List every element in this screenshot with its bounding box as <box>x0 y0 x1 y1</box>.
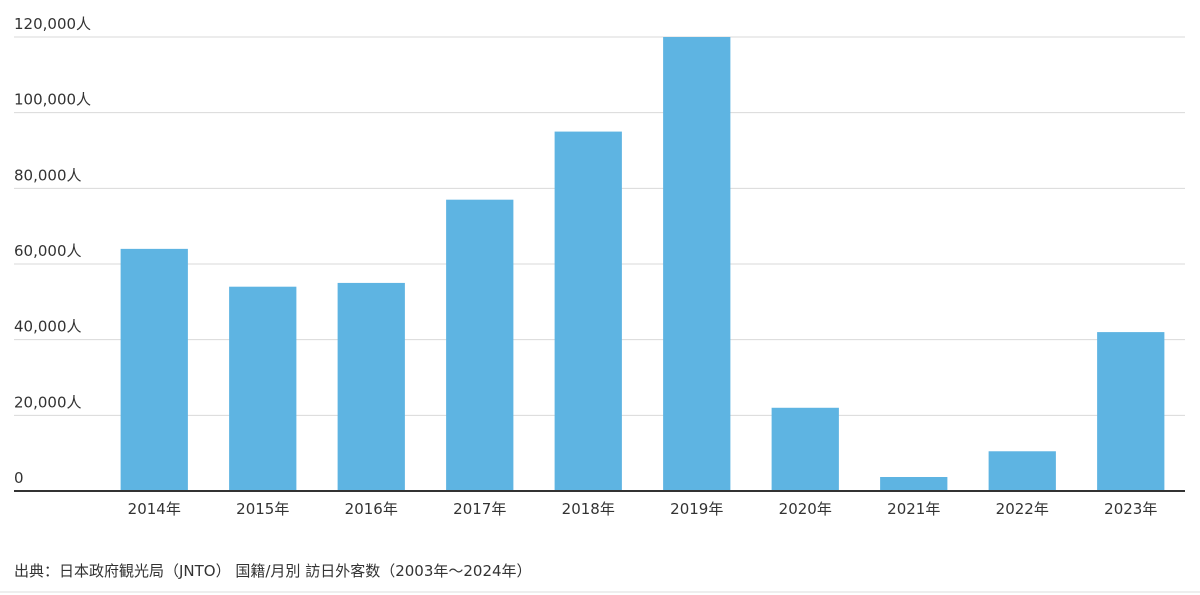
bar <box>663 37 731 491</box>
x-tick-label: 2019年 <box>670 500 723 518</box>
x-tick-label: 2017年 <box>453 500 506 518</box>
bar <box>446 199 514 491</box>
x-tick-label: 2014年 <box>128 500 181 518</box>
x-tick-label: 2022年 <box>996 500 1049 518</box>
y-tick-label: 100,000人 <box>14 91 91 109</box>
source-note: 出典：日本政府観光局（JNTO） 国籍/月別 訪日外客数（2003年～2024年… <box>14 562 532 580</box>
x-tick-label: 2015年 <box>236 500 289 518</box>
y-tick-label: 20,000人 <box>14 393 82 411</box>
bar <box>988 451 1056 491</box>
x-tick-label: 2018年 <box>562 500 615 518</box>
x-tick-label: 2020年 <box>779 500 832 518</box>
x-tick-label: 2021年 <box>887 500 940 518</box>
y-tick-label: 60,000人 <box>14 242 82 260</box>
bar <box>771 407 839 491</box>
y-tick-label: 0 <box>14 469 24 487</box>
bar <box>229 286 297 491</box>
y-tick-label: 120,000人 <box>14 15 91 33</box>
bar <box>880 477 948 491</box>
y-tick-label: 40,000人 <box>14 318 82 336</box>
bar <box>554 131 622 492</box>
bar <box>1097 332 1165 491</box>
bar <box>337 282 405 491</box>
x-tick-label: 2023年 <box>1104 500 1157 518</box>
y-tick-label: 80,000人 <box>14 166 82 184</box>
bar <box>120 248 188 491</box>
x-tick-label: 2016年 <box>345 500 398 518</box>
